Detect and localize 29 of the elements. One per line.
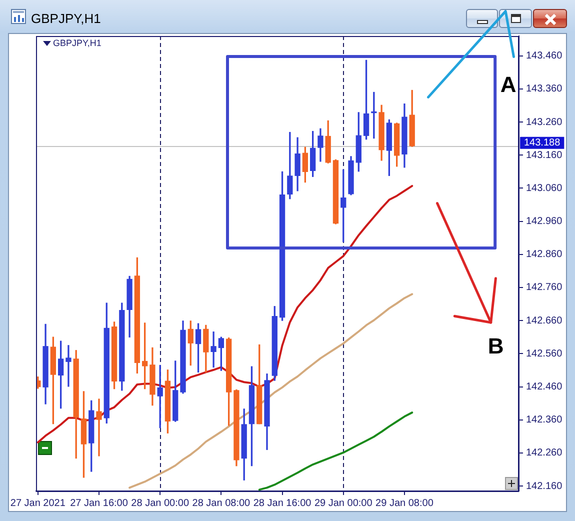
y-tick-label: 142.660 [526,315,563,326]
candlestick [96,398,102,456]
annotation: B [488,333,504,358]
y-tick-label: 142.360 [526,414,563,426]
x-tick-label: 28 Jan 00:00 [131,498,190,509]
x-tick-label: 28 Jan 08:00 [192,498,251,509]
x-tick-label: 29 Jan 00:00 [314,498,373,509]
x-tick-label: 27 Jan 16:00 [70,498,128,509]
y-tick-label: 142.960 [526,216,563,228]
y-tick-label: 142.260 [526,448,563,459]
candlestick [210,332,216,368]
ref-line-label: 143.188 [524,138,561,149]
x-tick-label: 28 Jan 16:00 [253,498,312,509]
y-tick-label: 143.060 [526,182,563,194]
chart-title: GBPJPY,H1 [31,11,101,26]
y-tick-label: 143.360 [526,84,563,95]
chart-subtitle: GBPJPY,H1 [53,38,102,48]
y-tick-label: 143.460 [526,50,563,62]
y-tick-label: 142.860 [526,249,563,260]
y-tick-label: 143.160 [526,150,563,161]
x-tick-label: 29 Jan 08:00 [376,498,434,509]
candlestick [66,345,72,387]
annotation: A [500,72,516,98]
y-tick-label: 142.760 [526,282,563,294]
x-tick-label: 27 Jan 2021 [10,498,66,509]
y-tick-label: 142.560 [526,348,563,360]
y-tick-label: 142.460 [526,382,563,393]
y-tick-label: 142.160 [526,480,563,492]
y-tick-label: 143.260 [526,116,563,128]
